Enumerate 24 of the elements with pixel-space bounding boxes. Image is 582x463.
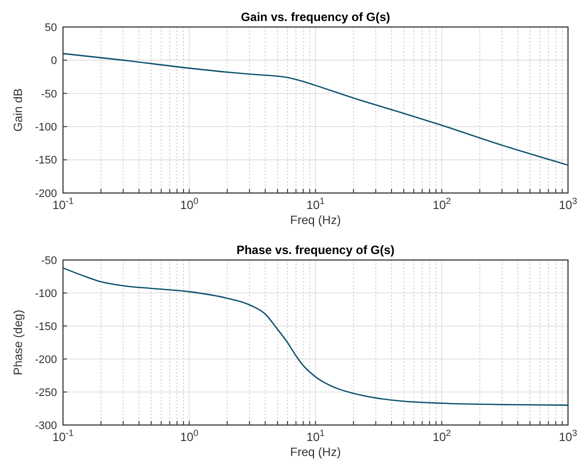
x-tick-label: 10$^{3}$ xyxy=(558,428,578,444)
y-tick-label: -50 xyxy=(41,88,57,100)
y-tick-label: -200 xyxy=(34,354,57,366)
y-axis-title: Gain dB xyxy=(11,88,25,132)
x-tick-label: 10$^{0}$ xyxy=(180,196,198,212)
y-tick-label: 50 xyxy=(44,22,57,34)
y-tick-label: -50 xyxy=(41,254,57,267)
y-tick-label: 0 xyxy=(50,55,57,68)
x-tick-label: 10$^{3}$ xyxy=(558,196,578,212)
chart-title: Phase vs. frequency of G(s) xyxy=(236,243,395,257)
x-tick-label: 10$^{1}$ xyxy=(306,196,325,212)
x-tick-label: 10$^{2}$ xyxy=(432,196,451,212)
x-tick-label: 10$^{1}$ xyxy=(306,428,325,444)
y-axis-title: Phase (deg) xyxy=(11,310,25,376)
x-tick-label: 10$^{0}$ xyxy=(180,428,198,444)
y-tick-label: -100 xyxy=(34,288,57,300)
x-tick-label: 10$^{2}$ xyxy=(432,428,451,444)
y-tick-label: -150 xyxy=(34,320,57,333)
x-axis-title: Freq (Hz) xyxy=(290,213,341,227)
x-axis-title: Freq (Hz) xyxy=(290,445,341,459)
y-tick-label: -150 xyxy=(34,154,57,167)
y-tick-label: -100 xyxy=(34,121,57,134)
chart-title: Gain vs. frequency of G(s) xyxy=(240,10,390,24)
y-tick-label: -250 xyxy=(34,386,57,399)
